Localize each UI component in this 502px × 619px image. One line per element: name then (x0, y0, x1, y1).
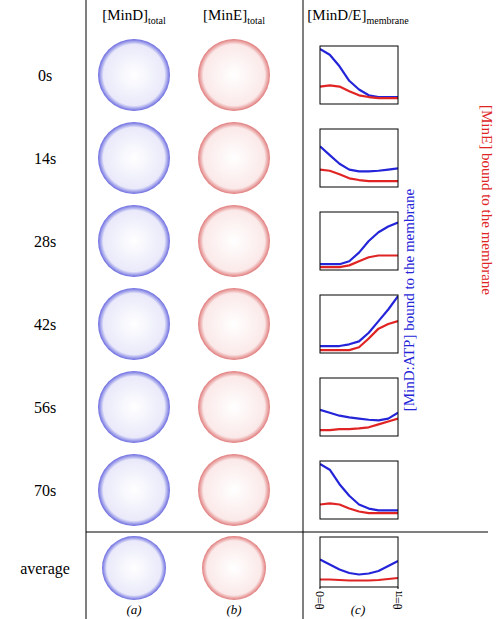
axis-label: [MinE] bound to the membrane (479, 105, 495, 295)
plot-area (320, 49, 398, 98)
column-header-main: [MinE] (203, 7, 247, 23)
plot-frame (320, 129, 398, 187)
plot-frame (320, 46, 398, 104)
column-header-sub: total (247, 15, 265, 26)
series-line (320, 296, 398, 346)
plot-area (320, 464, 398, 513)
series-line (320, 170, 398, 182)
plot-area (320, 410, 398, 430)
column-header-main: [MinD/E] (307, 7, 366, 23)
series-line (320, 503, 398, 513)
plot-area (320, 146, 398, 181)
density-image (98, 122, 170, 194)
series-line (320, 85, 398, 98)
figure: [MinD]total[MinE]total[MinD/E]membrane0s… (0, 0, 502, 619)
line-chart (320, 461, 398, 519)
series-line (320, 222, 398, 264)
density-image (98, 205, 170, 277)
plot-frame (320, 212, 398, 270)
density-image (198, 371, 270, 443)
panel-letter: (a) (126, 602, 141, 617)
density-image (198, 39, 270, 111)
separator (303, 0, 304, 619)
plot-frame (320, 461, 398, 519)
x-tick-label: θ=π (391, 591, 405, 610)
plot-area (320, 296, 398, 350)
column-header: [MinD]total (102, 7, 166, 26)
line-chart (320, 212, 398, 270)
panel-letter: (b) (226, 602, 241, 617)
line-chart (320, 295, 398, 353)
series-line (320, 410, 398, 420)
x-tick (398, 587, 399, 589)
axis-label: [MinD:ATP] bound to the membrane (401, 188, 417, 411)
separator (86, 532, 488, 533)
plot-frame (320, 537, 398, 587)
series-line (320, 419, 398, 431)
density-image (198, 454, 270, 526)
series-line (320, 578, 398, 581)
line-chart (320, 46, 398, 104)
panel-letter: (c) (351, 602, 365, 617)
line-chart: θ=0 θ=π (313, 537, 405, 610)
series-line (320, 49, 398, 97)
row-label: average (20, 560, 70, 578)
density-image (198, 288, 270, 360)
density-image (202, 536, 266, 600)
row-label: 28s (34, 233, 56, 250)
plot-area (320, 560, 398, 581)
series-line (320, 560, 398, 575)
x-tick-label: θ=0 (313, 591, 327, 610)
column-header-sub: membrane (366, 15, 409, 26)
column-header: [MinD/E]membrane (307, 7, 409, 26)
row-label: 14s (34, 150, 56, 167)
row-label: 42s (34, 316, 56, 333)
line-chart (320, 129, 398, 187)
density-image (198, 122, 270, 194)
series-line (320, 321, 398, 350)
separator (86, 0, 87, 619)
plot-frame (320, 378, 398, 436)
column-header-main: [MinD] (102, 7, 148, 23)
plot-area (320, 222, 398, 267)
column-header: [MinE]total (203, 7, 265, 26)
density-image (98, 371, 170, 443)
row-label: 70s (34, 482, 56, 499)
line-chart (320, 378, 398, 436)
plot-frame (320, 295, 398, 353)
series-line (320, 256, 398, 268)
density-image (198, 205, 270, 277)
row-label: 56s (34, 399, 56, 416)
density-image (98, 454, 170, 526)
density-image (102, 536, 166, 600)
x-tick (320, 587, 321, 589)
row-label: 0s (38, 67, 52, 84)
series-line (320, 146, 398, 171)
column-header-sub: total (148, 15, 166, 26)
density-image (98, 39, 170, 111)
density-image (98, 288, 170, 360)
